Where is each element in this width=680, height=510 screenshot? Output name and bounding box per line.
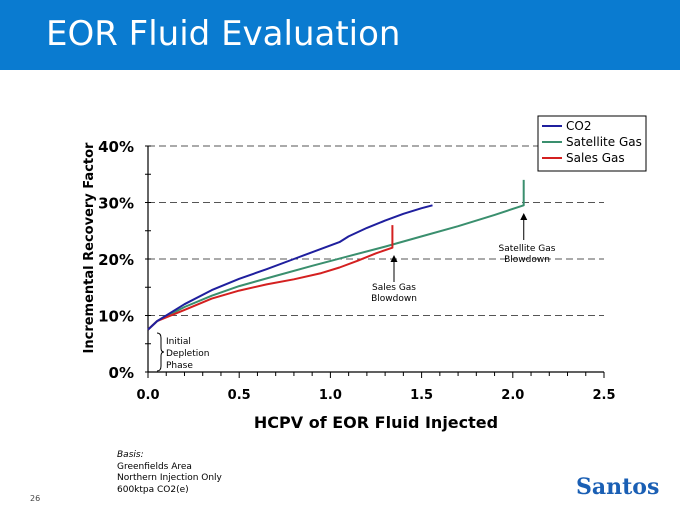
basis-line: Northern Injection Only	[117, 473, 222, 483]
x-tick-label: 1.5	[410, 388, 433, 403]
series-line-satellite-gas	[147, 179, 525, 331]
legend-label: Satellite Gas	[566, 135, 642, 149]
annotation-arrowhead	[520, 213, 528, 220]
y-tick-label: 10%	[98, 308, 134, 326]
y-tick-label: 40%	[98, 138, 134, 156]
basis-note: Basis: Greenfields Area Northern Injecti…	[117, 450, 222, 496]
legend-label: Sales Gas	[566, 151, 625, 165]
annotation-label: Sales Gas	[372, 283, 416, 293]
santos-logo: Santos	[576, 474, 660, 500]
x-tick-label: 1.0	[319, 388, 342, 403]
basis-line: Greenfields Area	[117, 461, 192, 472]
page-number: 26	[30, 494, 41, 503]
series-line-co2	[147, 204, 433, 331]
x-axis-label: HCPV of EOR Fluid Injected	[254, 413, 498, 432]
annotation-label: Satellite Gas	[499, 244, 556, 254]
annotation-arrowhead	[390, 255, 398, 262]
y-axis-label: Incremental Recovery Factor	[82, 142, 97, 354]
annotation-label: Blowdown	[371, 294, 417, 304]
basis-title: Basis:	[117, 450, 144, 460]
basis-line: 600ktpa CO2(e)	[117, 484, 189, 495]
legend-label: CO2	[566, 119, 591, 133]
x-tick-label: 2.0	[501, 388, 524, 403]
annotation-label: Initial	[166, 337, 191, 347]
series-line-sales-gas	[147, 225, 394, 331]
x-tick-label: 0.5	[228, 388, 251, 403]
header-bar	[0, 0, 680, 70]
annotation-label: Phase	[166, 361, 193, 371]
y-tick-label: 30%	[98, 195, 134, 213]
x-tick-label: 0.0	[136, 388, 159, 403]
y-tick-label: 20%	[98, 251, 134, 269]
page-title: EOR Fluid Evaluation	[46, 14, 401, 54]
annotation-brace	[156, 332, 165, 372]
y-tick-label: 0%	[109, 364, 134, 382]
annotation-label: Blowdown	[504, 255, 550, 265]
annotation-label: Depletion	[166, 349, 209, 359]
x-tick-label: 2.5	[592, 388, 615, 403]
